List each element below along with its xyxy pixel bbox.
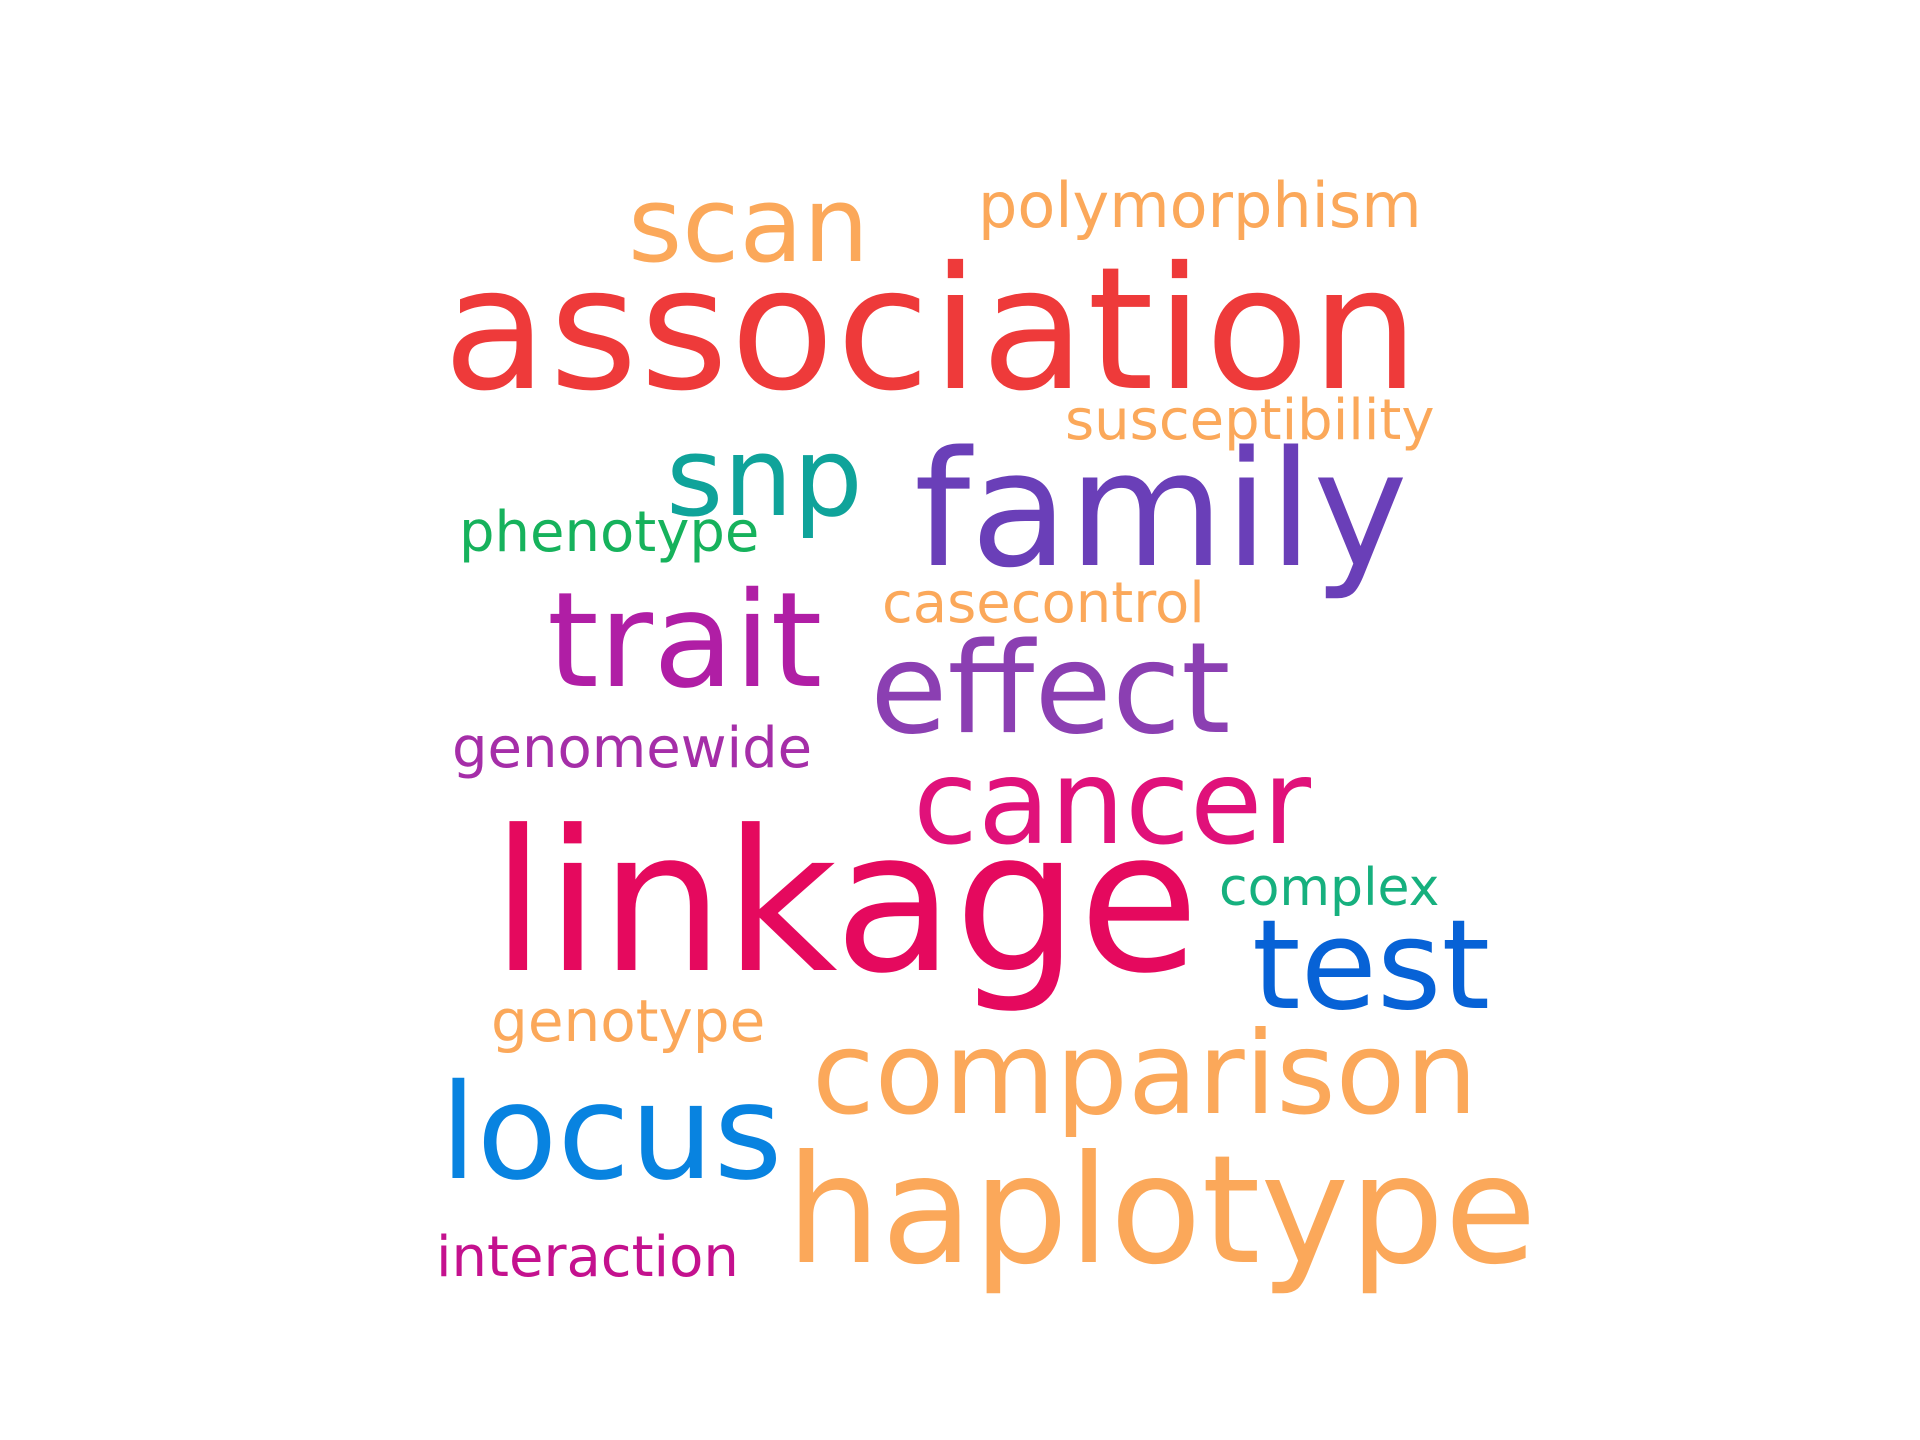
word-scan: scan (628, 164, 870, 286)
word-genotype: genotype (491, 987, 766, 1055)
word-polymorphism: polymorphism (978, 169, 1422, 242)
word-test: test (1252, 894, 1491, 1038)
word-comparison: comparison (812, 1007, 1478, 1140)
word-effect: effect (870, 615, 1231, 762)
word-phenotype: phenotype (459, 500, 760, 565)
word-genomewide: genomewide (452, 716, 813, 781)
word-linkage: linkage (491, 789, 1200, 1017)
word-trait: trait (547, 564, 823, 718)
word-family: family (914, 416, 1408, 603)
word-interaction: interaction (436, 1225, 739, 1290)
word-association: association (443, 231, 1421, 429)
word-locus: locus (440, 1056, 783, 1210)
word-cancer: cancer (913, 733, 1311, 871)
word-snp: snp (666, 413, 863, 541)
word-haplotype: haplotype (786, 1124, 1537, 1298)
word-complex: complex (1219, 858, 1440, 918)
word-susceptibility: susceptibility (1065, 388, 1435, 453)
word-casecontrol: casecontrol (882, 571, 1205, 636)
